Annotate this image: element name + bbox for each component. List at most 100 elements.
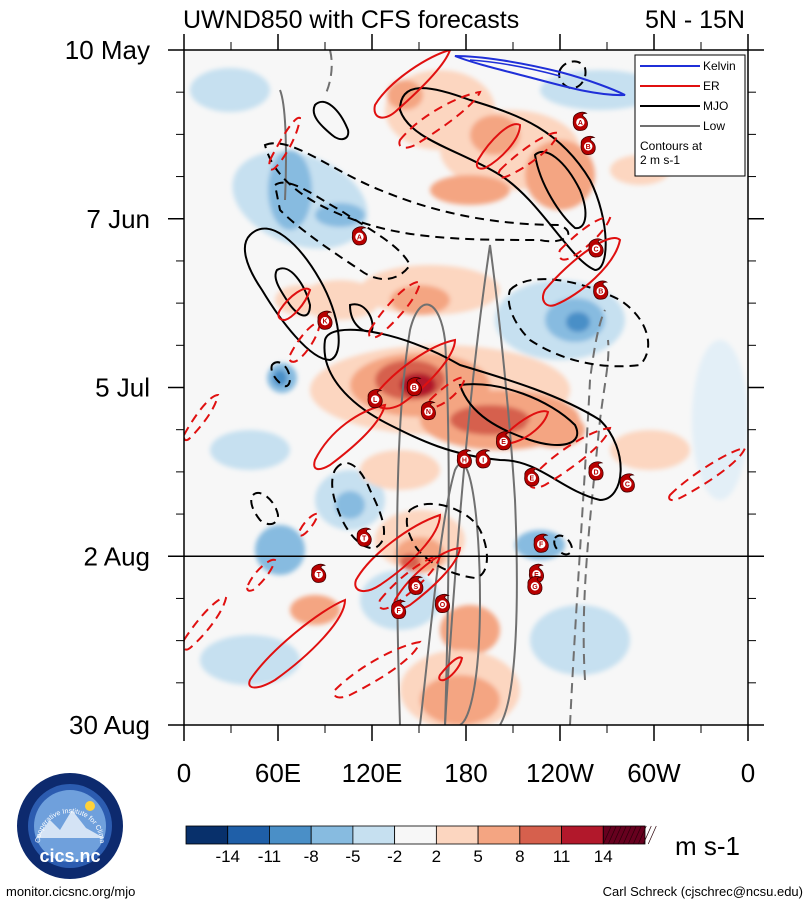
mjo-contour <box>270 361 292 388</box>
storm-eye <box>527 473 536 483</box>
storm-letter: T <box>362 536 367 543</box>
shade-blob <box>540 70 660 110</box>
storm-eye <box>623 479 632 489</box>
footer-left[interactable]: monitor.cicsnc.org/mjo <box>6 884 135 899</box>
storm-marker: N <box>420 401 436 421</box>
storm-eye <box>596 286 605 296</box>
er-contour <box>373 50 452 119</box>
storm-eye <box>499 437 508 446</box>
storm-marker: E <box>524 467 540 487</box>
legend-note-line1: Contours at <box>640 139 703 153</box>
low-contour <box>396 303 450 725</box>
storm-eye <box>424 407 433 416</box>
storm-eye <box>584 142 593 151</box>
kelvin-contour <box>454 55 626 97</box>
colorbar-tick-label: 8 <box>515 847 524 866</box>
shade-blob <box>360 450 440 490</box>
storm-letter: C <box>625 481 630 488</box>
chart-title: UWND850 with CFS forecasts <box>183 6 519 34</box>
colorbar-swatch <box>269 825 312 845</box>
colorbar-swatch <box>519 825 562 845</box>
storm-marker: L <box>367 388 383 409</box>
storm-letter: O <box>440 602 446 609</box>
er-contour <box>438 656 464 682</box>
er-contour <box>313 403 387 471</box>
shade-blob <box>255 525 305 575</box>
colorbar-tick-label: -14 <box>215 847 240 866</box>
colorbar-hatch <box>637 825 647 845</box>
storm-letter: E <box>529 475 534 482</box>
mjo-contour <box>558 60 587 90</box>
shade-blob <box>273 370 287 386</box>
mjo-negative-contours <box>250 60 650 580</box>
storm-marker: G <box>527 575 543 595</box>
storm-eye <box>370 395 380 404</box>
shade-blob <box>190 68 270 112</box>
storm-letter: B <box>598 289 603 296</box>
colorbar-hatch <box>617 825 627 845</box>
legend-box <box>634 54 746 177</box>
low-contour <box>569 309 606 725</box>
storm-marker: T <box>311 563 327 583</box>
mjo-contour <box>405 502 488 580</box>
er-contour <box>184 596 228 651</box>
storm-letter: A <box>357 234 362 241</box>
colorbar-swatch <box>394 825 437 845</box>
y-tick-label: 7 Jun <box>86 204 150 234</box>
legend-note-line2: 2 m s-1 <box>640 153 680 167</box>
mjo-contour <box>312 100 350 141</box>
low-contour <box>324 50 333 96</box>
mjo-contour <box>250 492 280 526</box>
mountain-icon <box>36 810 104 838</box>
storm-letter: B <box>586 144 591 151</box>
storm-eye <box>537 539 546 549</box>
er-contour <box>428 376 467 409</box>
storm-eye <box>530 582 540 591</box>
storm-marker: D <box>588 461 604 481</box>
shade-blob <box>275 285 325 315</box>
storm-letter: G <box>532 584 538 591</box>
x-tick-label: 0 <box>741 758 755 788</box>
storm-marker: K <box>317 310 333 330</box>
legend-label: ER <box>703 79 720 93</box>
x-tick-label: 60E <box>255 758 301 788</box>
er-contours <box>248 50 622 689</box>
colorbar-hatch <box>632 825 642 845</box>
er-contour <box>542 237 622 307</box>
storm-letter: F <box>539 542 544 549</box>
shade-blob <box>430 175 510 205</box>
y-tick-label: 30 Aug <box>69 710 150 740</box>
logo-text: cics.nc <box>39 846 100 866</box>
region-label: 5N - 15N <box>645 6 745 34</box>
x-tick-label: 120W <box>526 758 594 788</box>
x-tick-label: 180 <box>444 758 487 788</box>
er-contour <box>246 558 277 592</box>
y-axis: 10 May 7 Jun 5 Jul 2 Aug 30 Aug <box>65 35 764 740</box>
colorbar-swatch <box>310 825 354 845</box>
colorbar-hatch <box>627 825 637 845</box>
colorbar-swatch <box>435 825 479 845</box>
shade-blob <box>610 430 690 470</box>
er-contour <box>288 321 322 363</box>
mjo-contour <box>533 150 587 230</box>
storm-letter: E <box>501 439 506 446</box>
low-contour <box>419 462 482 725</box>
colorbar: -14 -11 -8 -5 -2 2 5 8 11 14 <box>185 825 657 866</box>
colorbar-hatch <box>612 825 622 845</box>
mjo-contour <box>323 328 622 502</box>
storm-marker: S <box>408 575 424 595</box>
mjo-contour <box>273 181 412 280</box>
er-contour <box>558 216 612 261</box>
y-tick-label: 5 Jul <box>95 373 150 403</box>
mjo-contour <box>243 227 340 362</box>
legend: Kelvin ER MJO Low Contours at 2 m s-1 <box>634 54 746 177</box>
shade-blob <box>390 285 450 315</box>
shade-blob <box>335 491 365 519</box>
shade-blob <box>450 405 530 435</box>
er-contour <box>497 131 560 179</box>
er-contour <box>378 555 442 610</box>
colorbar-swatch <box>185 825 229 845</box>
storm-marker: H <box>456 449 472 469</box>
colorbar-swatch <box>227 825 270 845</box>
y-tick-label: 10 May <box>65 35 150 65</box>
